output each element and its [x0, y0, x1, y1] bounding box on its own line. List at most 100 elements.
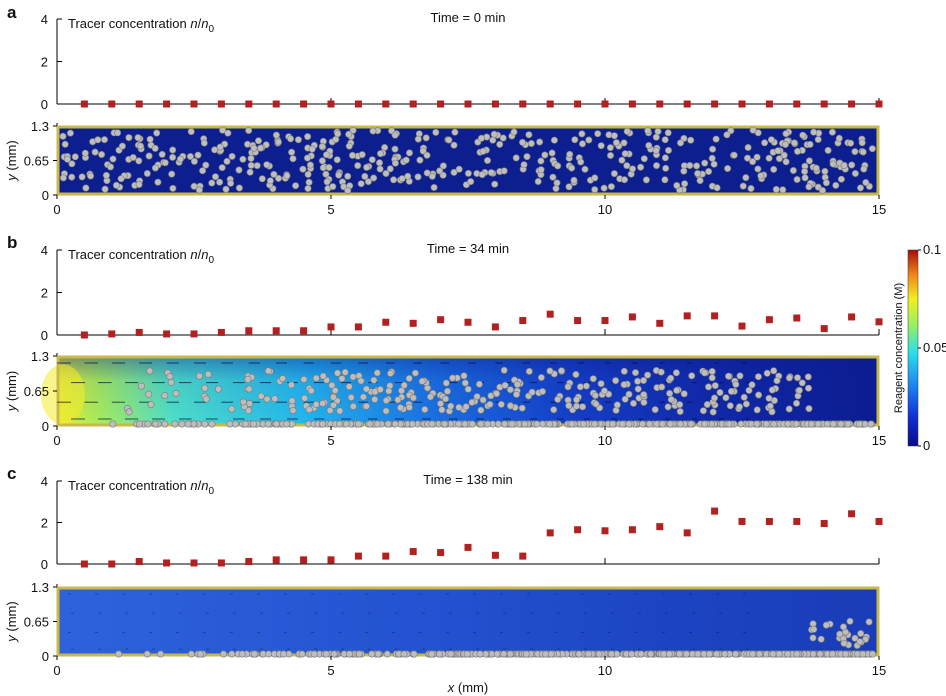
tracer-particle [125, 408, 133, 416]
tracer-particle [239, 155, 247, 163]
tracer-particle [537, 373, 545, 381]
tracer-point [272, 556, 280, 564]
tracer-particle [810, 625, 818, 633]
tracer-particle [220, 650, 228, 658]
tracer-particle [848, 161, 856, 169]
tracer-particle [344, 187, 352, 195]
panel-letter: b [7, 233, 17, 252]
x-axis-label: x (mm) [447, 680, 488, 695]
tracer-particle [798, 379, 806, 387]
tracer-particle [143, 650, 151, 658]
tracer-particle [461, 379, 469, 387]
tracer-particle [253, 162, 261, 170]
tracer-particle [552, 185, 560, 193]
tracer-particle [548, 149, 556, 157]
x-tick-label: 10 [598, 433, 612, 448]
tracer-particle [793, 147, 801, 155]
tracer-particle [496, 140, 504, 148]
tracer-particle [257, 392, 265, 400]
tracer-particle [61, 140, 69, 148]
tracer-point [656, 523, 664, 531]
tracer-particle [368, 650, 376, 658]
tracer-particle [577, 158, 585, 166]
tracer-particle [869, 650, 877, 658]
tracer-particle [490, 130, 498, 138]
tracer-particle [661, 136, 669, 144]
tracer-particle [628, 650, 636, 658]
tracer-particle [255, 137, 263, 145]
tracer-particle [244, 375, 252, 383]
tracer-particle [219, 126, 227, 134]
tracer-particle [329, 393, 337, 401]
tracer-particle [493, 390, 501, 398]
tracer-particle [169, 184, 177, 192]
tracer-particle [184, 420, 192, 428]
tracer-particle [810, 128, 818, 136]
tracer-particle [647, 650, 655, 658]
x-tick-label: 10 [598, 202, 612, 217]
tracer-particle [693, 162, 701, 170]
tracer-point [108, 100, 116, 108]
x-tick-label: 0 [53, 202, 60, 217]
tracer-particle [331, 386, 339, 394]
tracer-particle [713, 184, 721, 192]
tracer-particle [780, 151, 788, 159]
tracer-particle [591, 391, 599, 399]
tracer-particle [597, 380, 605, 388]
tracer-particle [264, 420, 272, 428]
tracer-particle [816, 650, 824, 658]
tracer-particle [817, 635, 825, 643]
tracer-particle [439, 162, 447, 170]
tracer-particle [345, 650, 353, 658]
tracer-point [382, 552, 390, 560]
tracer-particle [785, 405, 793, 413]
tracer-particle [676, 401, 684, 409]
tracer-particle [676, 407, 684, 415]
tracer-particle [190, 182, 198, 190]
tracer-particle [323, 178, 331, 186]
tracer-particle [856, 420, 864, 428]
tracer-particle [546, 367, 554, 375]
tracer-point [491, 323, 499, 331]
tracer-particle [145, 152, 153, 160]
tracer-particle [344, 172, 352, 180]
tracer-particle [789, 167, 797, 175]
tracer-particle [550, 136, 558, 144]
tracer-particle [809, 634, 817, 642]
tracer-particle [154, 178, 162, 186]
tracer-point [409, 100, 417, 108]
tracer-particle [749, 650, 757, 658]
tracer-particle [712, 135, 720, 143]
tracer-particle [793, 650, 801, 658]
tracer-particle [305, 406, 313, 414]
tracer-particle [640, 398, 648, 406]
tracer-particle [499, 134, 507, 142]
tracer-point [765, 100, 773, 108]
tracer-point [135, 328, 143, 336]
channel-plot: 1.3 0.65 00 5 10 15 y (mm) [4, 119, 886, 217]
tracer-particle [754, 165, 762, 173]
tracer-particle [836, 630, 844, 638]
tracer-particle [687, 136, 695, 144]
tracer-point [135, 558, 143, 566]
tracer-particle [828, 650, 836, 658]
tracer-particle [292, 182, 300, 190]
tracer-particle [117, 175, 125, 183]
tracer-particle [312, 374, 320, 382]
tracer-particle [222, 185, 230, 193]
tracer-particle [194, 151, 202, 159]
tracer-particle [735, 403, 743, 411]
tracer-particle [442, 395, 450, 403]
tracer-particle [687, 420, 695, 428]
tracer-particle [757, 172, 765, 180]
tracer-particle [385, 387, 393, 395]
tracer-particle [708, 367, 716, 375]
tracer-particle [169, 153, 177, 161]
x-tick-label: 15 [872, 433, 886, 448]
tracer-particle [658, 420, 666, 428]
tracer-particle [329, 401, 337, 409]
tracer-particle [865, 618, 873, 626]
tracer-particle [227, 179, 235, 187]
tracer-point [464, 100, 472, 108]
